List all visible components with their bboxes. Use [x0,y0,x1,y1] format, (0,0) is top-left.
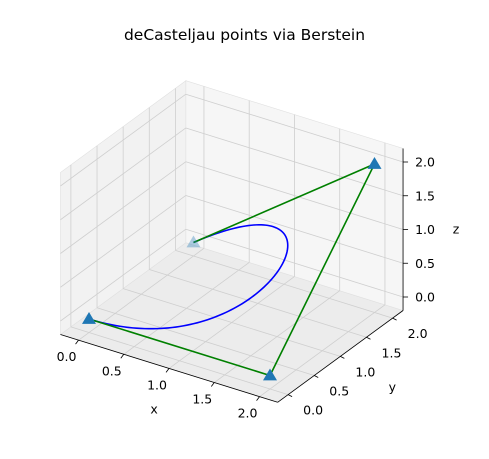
grid-line-y-floor [96,307,315,376]
grid-line-y-floor [175,249,393,319]
grid-line-z-back [185,195,404,264]
x-tick [256,396,260,401]
y-tick-label: 0.0 [303,403,323,418]
y-tick-label: 1.5 [382,345,402,360]
control-point-marker [82,312,96,324]
control-point-marker [186,235,201,248]
grid-line-z-left [60,127,187,221]
z-tick-label: 2.0 [415,155,435,170]
x-tick-label: 0.5 [102,363,122,378]
y-tick [314,375,319,378]
x-tick [210,382,215,387]
z-axis-label: z [453,222,460,237]
data-series [82,157,382,381]
grid-line-y-floor [149,269,367,338]
x-tick [75,339,79,345]
grid-line-z-left [60,195,187,288]
y-axis-line [277,310,404,403]
tick-marks [75,161,409,401]
y-tick [340,356,345,359]
y-tick-label: 2.0 [408,326,428,341]
y-tick [287,394,293,398]
x-tick-label: 1.5 [192,392,212,407]
x-tick-label: 0.0 [57,349,77,364]
x-tick [120,354,125,359]
axis-panes [59,80,404,403]
z-tick-label: 1.0 [415,222,435,237]
grid-line-z-left [60,161,187,254]
y-tick [392,317,397,321]
control-point-marker [367,157,382,169]
y-tick [366,336,371,340]
x-axis-label: x [150,401,157,416]
bezier-curve [88,224,289,330]
control-point-marker [263,368,277,381]
z-tick-label: 1.5 [415,188,435,203]
z-tick-label: 0.5 [415,256,435,271]
y-axis-label: y [389,379,397,394]
x-tick-label: 2.0 [238,406,258,421]
grid-line-y-floor [70,326,289,396]
grid-line-z-back [185,127,404,197]
tick-labels: 0.0 0.5 1.0 1.5 2.0 0.0 0.5 1.0 1.5 2.0 0.0 0.5 1.0 1… [57,155,435,421]
grid-line-z-left [60,93,187,187]
grid-line-z-back [185,93,404,163]
x-tick [165,368,170,373]
chart-title: deCasteljau points via Berstein [123,26,366,44]
y-tick-label: 1.0 [355,364,375,379]
y-tick-label: 0.5 [329,384,349,399]
x-tick-label: 1.0 [147,377,167,392]
grid-lines [60,86,404,397]
grid-line-z-back [185,228,404,298]
z-tick-label: 0.0 [415,290,435,305]
control-polygon-line [88,162,377,377]
axis-labels: x y z [150,222,459,417]
grid-line-z-back [185,161,404,230]
grid-line-z-left [60,228,187,322]
grid-line-y-floor [123,288,341,357]
